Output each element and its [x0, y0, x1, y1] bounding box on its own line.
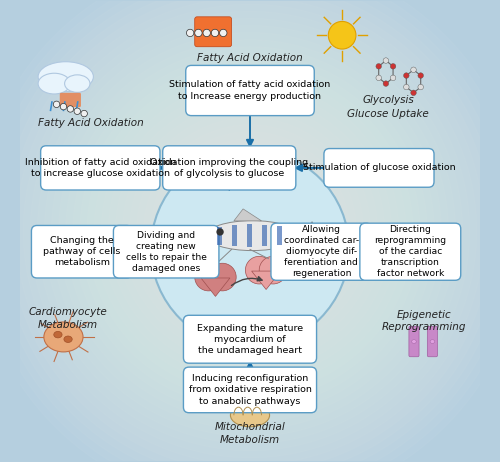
FancyBboxPatch shape [277, 226, 282, 245]
Circle shape [404, 84, 409, 90]
Polygon shape [234, 209, 262, 221]
Circle shape [54, 101, 60, 108]
Circle shape [376, 75, 382, 80]
Text: Allowing
coordinated car-
diomyocyte dif-
ferentiation and
regeneration: Allowing coordinated car- diomyocyte dif… [284, 225, 359, 279]
Text: Stimulation of glucose oxidation: Stimulation of glucose oxidation [302, 164, 456, 172]
Circle shape [411, 90, 416, 96]
FancyBboxPatch shape [247, 224, 252, 247]
FancyBboxPatch shape [194, 17, 232, 47]
Circle shape [383, 58, 388, 63]
Circle shape [390, 75, 396, 80]
FancyBboxPatch shape [184, 367, 316, 413]
Ellipse shape [412, 340, 416, 343]
Circle shape [259, 256, 287, 284]
Text: Directing
reprogramming
of the cardiac
transcription
factor network: Directing reprogramming of the cardiac t… [374, 225, 446, 279]
FancyBboxPatch shape [186, 66, 314, 116]
Text: Mitochondrial
Metabolism: Mitochondrial Metabolism [214, 422, 286, 445]
Circle shape [383, 81, 388, 86]
Circle shape [67, 106, 73, 112]
Circle shape [376, 64, 382, 69]
Circle shape [328, 21, 356, 49]
FancyBboxPatch shape [218, 226, 222, 245]
FancyBboxPatch shape [271, 223, 372, 280]
Circle shape [60, 103, 66, 110]
Text: Changing the
pathway of cells
metabolism: Changing the pathway of cells metabolism [43, 236, 120, 267]
FancyBboxPatch shape [360, 223, 460, 280]
FancyBboxPatch shape [409, 326, 419, 357]
Circle shape [411, 67, 416, 73]
FancyBboxPatch shape [162, 146, 296, 190]
Circle shape [74, 108, 80, 115]
Text: Expanding the mature
myocardium of
the undamaged heart: Expanding the mature myocardium of the u… [197, 324, 303, 355]
Circle shape [194, 263, 222, 291]
Circle shape [390, 64, 396, 69]
Circle shape [81, 110, 87, 117]
Text: Inhibition of fatty acid oxidation
to increase glucose oxidation: Inhibition of fatty acid oxidation to in… [24, 158, 176, 178]
FancyBboxPatch shape [324, 149, 434, 187]
Ellipse shape [44, 322, 83, 352]
Text: Glucose Uptake: Glucose Uptake [348, 109, 429, 119]
Circle shape [186, 29, 194, 36]
Text: Oxidation improving the coupling
of glycolysis to glucose: Oxidation improving the coupling of glyc… [150, 158, 308, 178]
FancyBboxPatch shape [232, 225, 237, 246]
Polygon shape [252, 271, 280, 290]
FancyBboxPatch shape [428, 326, 438, 357]
Ellipse shape [64, 336, 72, 342]
Ellipse shape [54, 331, 62, 338]
FancyBboxPatch shape [262, 225, 267, 246]
FancyBboxPatch shape [32, 225, 132, 278]
Text: Inducing reconfiguration
from oxidative respiration
to anabolic pathways: Inducing reconfiguration from oxidative … [188, 374, 312, 406]
Ellipse shape [64, 75, 90, 92]
Circle shape [212, 29, 218, 36]
Circle shape [246, 256, 273, 284]
Polygon shape [201, 278, 230, 297]
Text: Stimulation of fatty acid oxidation
to Increase energy production: Stimulation of fatty acid oxidation to I… [170, 80, 330, 101]
Ellipse shape [230, 404, 270, 427]
Circle shape [208, 263, 236, 291]
FancyBboxPatch shape [60, 93, 81, 107]
Text: Dividing and
creating new
cells to repair the
damaged ones: Dividing and creating new cells to repai… [126, 231, 206, 273]
FancyBboxPatch shape [40, 146, 160, 190]
Circle shape [203, 29, 210, 36]
Circle shape [216, 228, 224, 236]
Text: Fatty Acid Oxidation: Fatty Acid Oxidation [38, 118, 144, 128]
Text: Fatty Acid Oxidation: Fatty Acid Oxidation [197, 53, 303, 63]
Circle shape [220, 29, 227, 36]
Ellipse shape [206, 221, 298, 250]
Circle shape [418, 84, 424, 90]
FancyBboxPatch shape [184, 315, 316, 363]
Ellipse shape [430, 340, 434, 343]
Circle shape [151, 150, 349, 347]
Circle shape [404, 73, 409, 78]
Ellipse shape [38, 73, 70, 94]
FancyBboxPatch shape [114, 225, 219, 278]
Circle shape [194, 29, 202, 36]
Polygon shape [298, 222, 317, 249]
Ellipse shape [38, 62, 94, 91]
Text: Glycolysis: Glycolysis [362, 95, 414, 105]
Circle shape [418, 73, 424, 78]
Text: Cardiomyocyte
Metabolism: Cardiomyocyte Metabolism [28, 307, 108, 330]
Text: Epigenetic
Reprogramming: Epigenetic Reprogramming [382, 310, 466, 332]
